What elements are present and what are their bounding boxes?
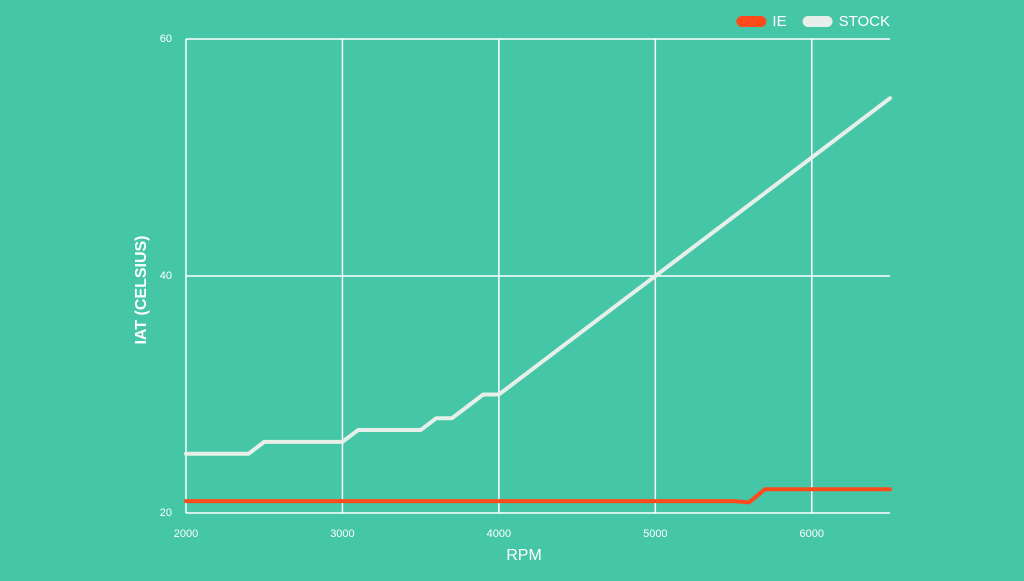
x-tick-label: 6000 [800, 528, 824, 540]
x-tick-label: 4000 [487, 528, 511, 540]
y-tick-label: 20 [160, 507, 172, 519]
y-tick-label: 40 [160, 270, 172, 282]
legend-label: STOCK [839, 13, 890, 30]
series-line [184, 96, 892, 456]
legend-swatch [802, 16, 833, 27]
x-tick-label: 2000 [174, 528, 198, 540]
x-tick-label: 3000 [330, 528, 354, 540]
series-line [184, 487, 892, 505]
y-tick-label: 60 [160, 33, 172, 45]
x-axis-title: RPM [506, 547, 542, 564]
x-tick-label: 5000 [643, 528, 667, 540]
y-axis-title: IAT (CELSIUS) [133, 235, 150, 344]
legend-label: IE [772, 13, 786, 30]
legend-swatch [736, 16, 767, 27]
